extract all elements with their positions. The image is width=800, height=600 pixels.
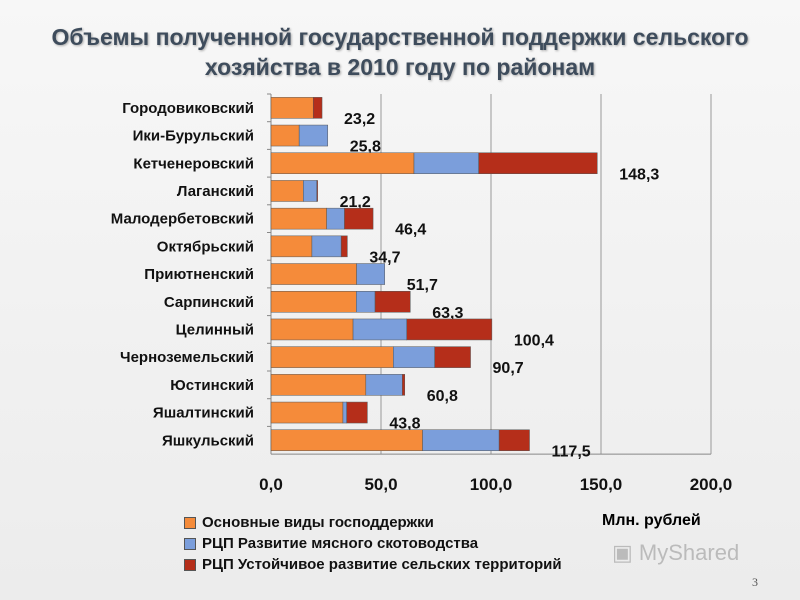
- bar-segment-3: [346, 401, 368, 424]
- data-label: 60,8: [427, 388, 458, 405]
- data-label: 25,8: [350, 139, 381, 156]
- bar-segment-3: [340, 235, 348, 258]
- data-label: 63,3: [432, 305, 463, 322]
- bar-segment-1: [270, 346, 394, 368]
- category-label: Сарпинский: [164, 294, 254, 311]
- category-label: Черноземельский: [120, 349, 254, 366]
- legend-item: РЦП Развитие мясного скотоводства: [184, 533, 562, 554]
- watermark-logo: ▣ MyShared: [612, 540, 740, 565]
- category-label: Городовиковский: [122, 100, 254, 117]
- data-label: 148,3: [619, 166, 659, 183]
- legend: Основные виды господдержки РЦП Развитие м…: [184, 512, 562, 575]
- bar-segment-2: [342, 401, 347, 424]
- x-tick-label: 50,0: [364, 475, 397, 494]
- bar-segment-2: [393, 346, 435, 368]
- bar-segment-2: [298, 124, 329, 147]
- legend-swatch: [184, 516, 196, 529]
- bar-segment-2: [311, 235, 342, 258]
- bar-segment-1: [270, 401, 344, 424]
- category-label: Приютненский: [144, 266, 254, 283]
- bar-segment-3: [434, 346, 471, 368]
- legend-label: Основные виды господдержки: [202, 514, 434, 531]
- data-label: 23,2: [344, 111, 375, 128]
- bar-segment-3: [402, 374, 406, 396]
- bar-segment-1: [270, 374, 367, 396]
- bar-segment-1: [270, 180, 304, 202]
- bar-segment-1: [270, 97, 314, 119]
- bar-segment-2: [422, 429, 500, 451]
- bar-segment-3: [374, 291, 411, 313]
- category-label: Кетченеровский: [133, 155, 254, 172]
- category-label: Октябрьский: [157, 238, 254, 255]
- category-label: Малодербетовский: [111, 211, 254, 228]
- bar-segment-3: [316, 180, 318, 202]
- category-label: Целинный: [176, 321, 254, 338]
- bar-segment-3: [478, 152, 598, 174]
- category-label: Юстинский: [170, 377, 254, 394]
- bar-segment-2: [326, 207, 345, 230]
- x-tick-label: 200,0: [690, 475, 733, 494]
- data-label: 100,4: [514, 332, 554, 349]
- bar-segment-1: [270, 124, 300, 147]
- x-tick-label: 150,0: [580, 475, 623, 494]
- bar-segment-3: [498, 429, 530, 451]
- bar-segment-3: [344, 207, 374, 230]
- bar-segment-3: [406, 318, 493, 341]
- bar-segment-1: [270, 235, 313, 258]
- data-label: 117,5: [552, 443, 591, 460]
- watermark-text: MyShared: [638, 540, 740, 565]
- data-label: 90,7: [493, 360, 524, 377]
- legend-label: РЦП Устойчивое развитие сельских террито…: [202, 556, 562, 573]
- x-tick-label: 0,0: [259, 475, 283, 494]
- chart-title: Объемы полученной государственной поддер…: [51, 24, 749, 80]
- bar-segment-2: [413, 152, 479, 174]
- data-label: 21,2: [340, 194, 371, 211]
- bar-segment-1: [270, 207, 327, 230]
- legend-item: Основные виды господдержки: [184, 512, 562, 533]
- bar-segment-2: [352, 318, 407, 341]
- x-tick-label: 100,0: [470, 475, 513, 494]
- bar-segment-2: [365, 374, 403, 396]
- data-label: 46,4: [395, 222, 426, 239]
- bar-segment-2: [356, 291, 376, 313]
- bar-segment-1: [270, 429, 423, 451]
- bar-segment-1: [270, 152, 415, 174]
- x-axis-label: Млн. рублей: [602, 512, 701, 529]
- legend-swatch: [184, 558, 196, 571]
- legend-label: РЦП Развитие мясного скотоводства: [202, 535, 479, 552]
- legend-item: РЦП Устойчивое развитие сельских террито…: [184, 554, 562, 575]
- legend-swatch: [184, 537, 196, 550]
- category-label: Ики-Бурульский: [133, 128, 254, 145]
- bar-segment-1: [270, 291, 357, 313]
- page-number: 3: [752, 575, 758, 589]
- category-label: Лаганский: [177, 183, 254, 200]
- bar-segment-2: [356, 263, 385, 285]
- category-label: Яшалтинский: [153, 405, 254, 422]
- category-label: Яшкульский: [162, 432, 254, 449]
- bar-segment-3: [312, 97, 323, 119]
- bar-segment-1: [270, 318, 354, 341]
- bar-segment-1: [270, 263, 357, 285]
- bar-segment-2: [303, 180, 318, 202]
- data-label: 51,7: [407, 277, 438, 294]
- data-label: 43,8: [389, 416, 420, 433]
- data-label: 34,7: [369, 249, 400, 266]
